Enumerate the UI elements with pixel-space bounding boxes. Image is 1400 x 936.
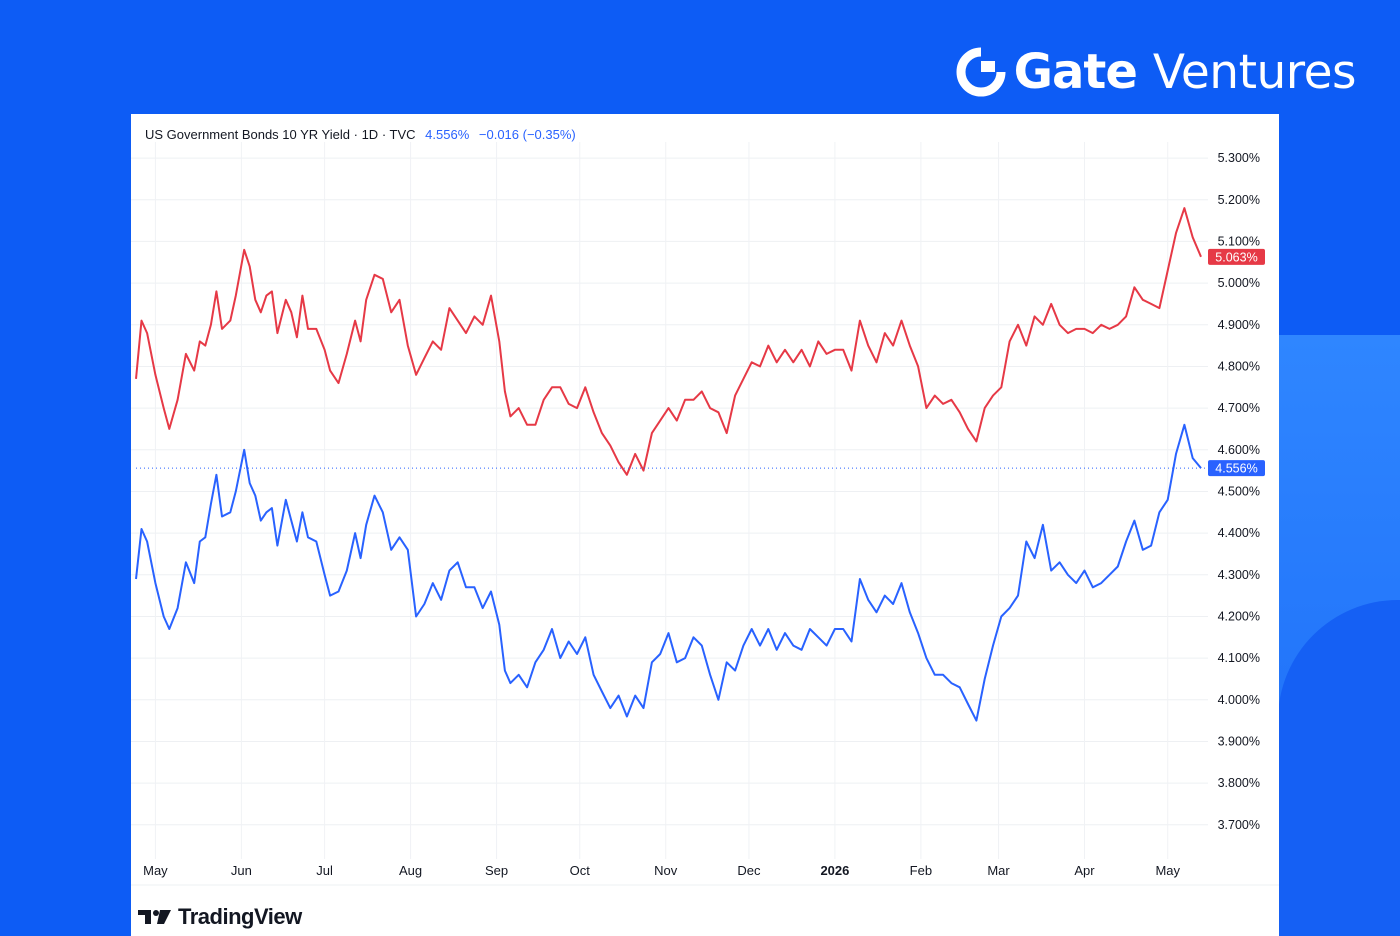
tradingview-logo[interactable]: TradingView bbox=[138, 904, 302, 930]
x-tick-label: Jun bbox=[231, 863, 252, 878]
y-tick-label: 4.400% bbox=[1218, 526, 1260, 540]
x-tick-label: May bbox=[1155, 863, 1180, 878]
x-tick-label: Jul bbox=[316, 863, 333, 878]
interval-label[interactable]: 1D bbox=[361, 127, 379, 142]
y-tick-label: 4.300% bbox=[1218, 568, 1260, 582]
chart-header: US Government Bonds 10 YR Yield · 1D · T… bbox=[145, 127, 576, 142]
separator: · bbox=[353, 127, 362, 142]
last-value-tag-1 bbox=[1208, 248, 1265, 265]
tradingview-label: TradingView bbox=[178, 904, 302, 929]
y-tick-label: 5.300% bbox=[1218, 151, 1260, 165]
y-tick-label: 5.000% bbox=[1218, 276, 1260, 290]
gate-logo-icon bbox=[956, 47, 1006, 97]
y-tick-label: 3.900% bbox=[1218, 734, 1260, 748]
background-decoration-curve bbox=[1278, 600, 1400, 936]
y-tick-label: 4.900% bbox=[1218, 318, 1260, 332]
tradingview-icon bbox=[138, 910, 171, 924]
x-tick-label: 2026 bbox=[820, 863, 849, 878]
source-label: TVC bbox=[389, 127, 416, 142]
change-value: −0.016 (−0.35%) bbox=[478, 127, 576, 142]
y-tick-label: 4.100% bbox=[1218, 651, 1260, 665]
y-tick-label: 4.200% bbox=[1218, 609, 1260, 623]
y-tick-label: 5.200% bbox=[1218, 193, 1260, 207]
y-tick-label: 4.800% bbox=[1218, 359, 1260, 373]
x-tick-label: Mar bbox=[987, 863, 1010, 878]
last-value: 4.556% bbox=[425, 127, 470, 142]
x-tick-label: May bbox=[143, 863, 168, 878]
y-tick-label: 4.700% bbox=[1218, 401, 1260, 415]
series-line-1[interactable] bbox=[135, 207, 1202, 476]
x-tick-label: Nov bbox=[654, 863, 678, 878]
y-tick-label: 3.700% bbox=[1218, 818, 1260, 832]
y-tick-label: 3.800% bbox=[1218, 776, 1260, 790]
x-tick-label: Aug bbox=[399, 863, 422, 878]
y-tick-label: 5.100% bbox=[1218, 234, 1260, 248]
x-tick-label: Oct bbox=[570, 863, 591, 878]
x-tick-label: Feb bbox=[910, 863, 932, 878]
last-value-label-1: 5.063% bbox=[1215, 250, 1257, 264]
series-line-2[interactable] bbox=[135, 423, 1202, 722]
last-value-label-2: 4.556% bbox=[1215, 462, 1257, 476]
last-value-tag-2 bbox=[1208, 460, 1265, 477]
chart-panel: US Government Bonds 10 YR Yield · 1D · T… bbox=[131, 114, 1279, 936]
x-tick-label: Dec bbox=[737, 863, 761, 878]
symbol-name: US Government Bonds 10 YR Yield bbox=[145, 127, 350, 142]
y-tick-label: 4.600% bbox=[1218, 443, 1260, 457]
brand-header: Gate Ventures bbox=[956, 42, 1357, 102]
brand-name-light: Ventures bbox=[1152, 44, 1357, 100]
y-tick-label: 4.000% bbox=[1218, 693, 1260, 707]
separator: · bbox=[381, 127, 390, 142]
x-tick-label: Apr bbox=[1074, 863, 1095, 878]
line-chart[interactable]: 5.300% 5.200% 5.100% 5.000% 4.900% 4.800% 4.70… bbox=[131, 114, 1279, 936]
brand-name-bold: Gate bbox=[1013, 44, 1138, 100]
x-tick-label: Sep bbox=[485, 863, 508, 878]
y-tick-label: 4.500% bbox=[1218, 484, 1260, 498]
